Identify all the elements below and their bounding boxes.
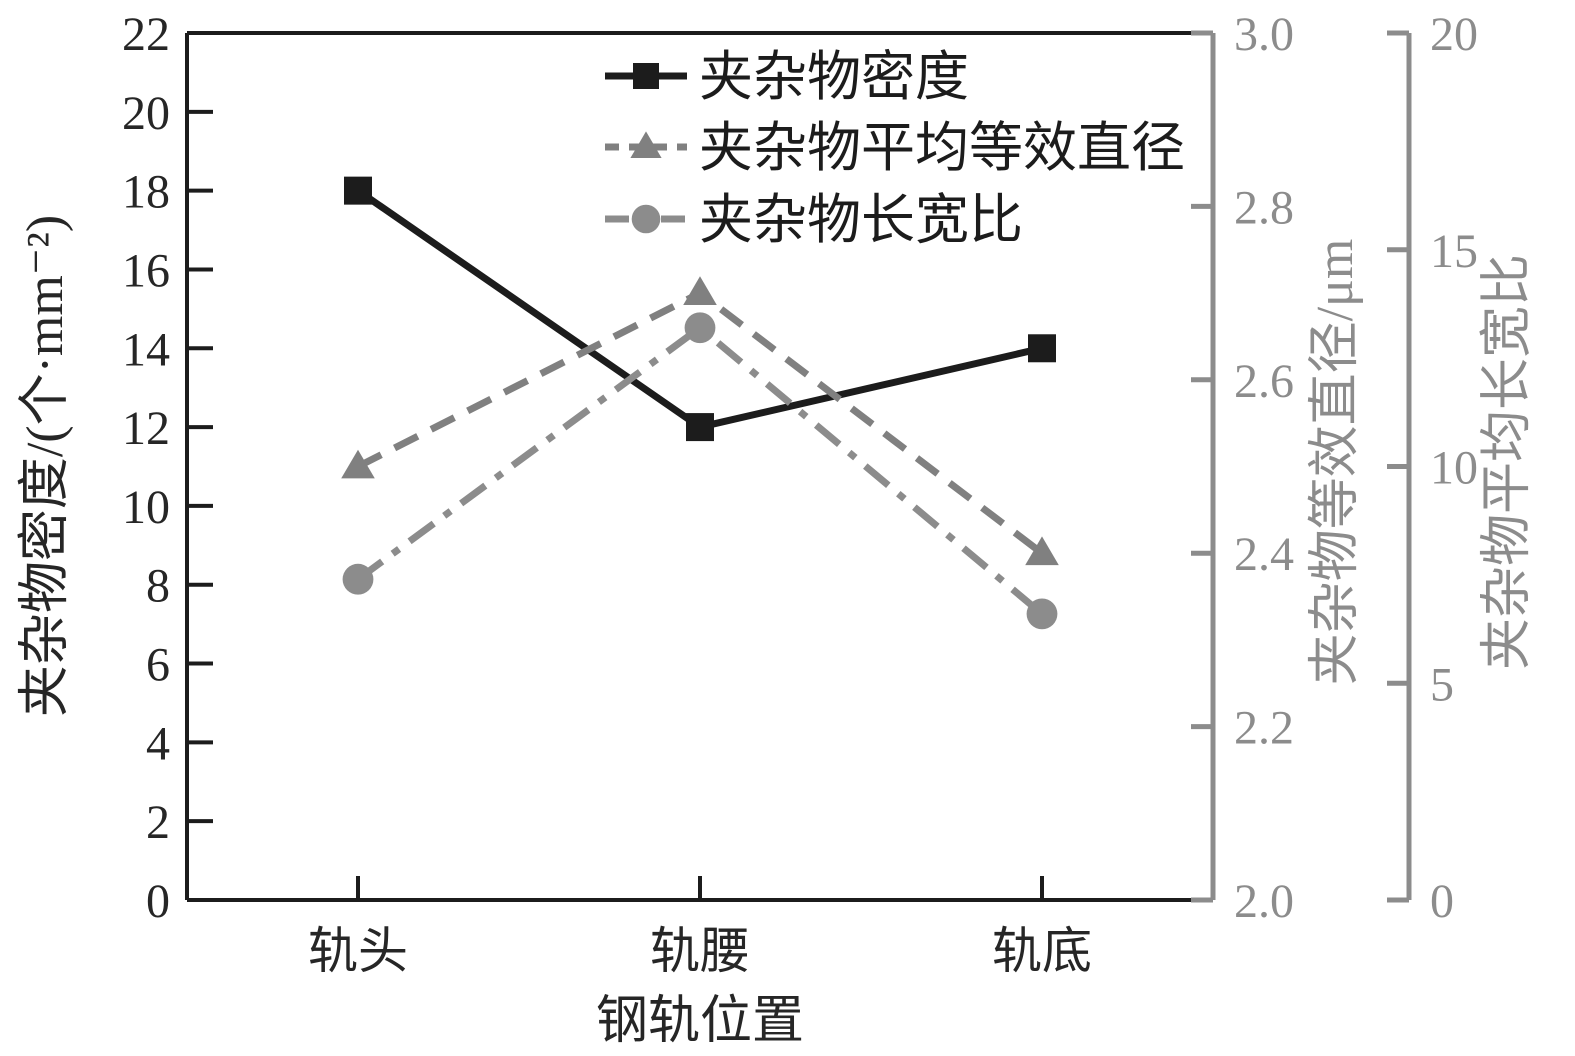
y-axis-right-outer-tick-label: 20 [1430,8,1478,61]
legend-sample-marker-2 [630,131,662,159]
series-line-3 [355,323,1045,617]
y-axis-right-inner-tick-label: 2.0 [1234,875,1294,928]
series-marker-3 [342,563,374,595]
y-axis-left-tick-label: 18 [122,166,170,219]
y-axis-left-tick-label: 12 [122,402,170,455]
y-axis-right-outer-tick-label: 10 [1430,442,1478,495]
y-axis-right-outer-tick-label: 5 [1430,658,1454,711]
series-marker-1 [1028,334,1056,363]
y-axis-left-tick-label: 14 [122,323,170,376]
y-axis-right-inner-tick-label: 2.2 [1234,702,1294,755]
y-axis-left-tick-label: 20 [122,87,170,140]
y-axis-right-inner-tick-label: 2.6 [1234,355,1294,408]
y-axis-right-inner-tick-label: 2.8 [1234,181,1294,234]
x-axis-category-label: 轨头 [308,923,408,979]
y-axis-left-title: 夹杂物密度/(个·mm⁻²) [17,215,74,717]
series-marker-3 [684,312,716,344]
y-axis-right-inner-title: 夹杂物等效直径/μm [1307,239,1364,686]
legend-label-2: 夹杂物平均等效直径 [699,118,1185,178]
series-marker-2 [683,276,717,305]
series-marker-2 [1025,536,1059,566]
y-axis-left-tick-label: 0 [146,875,170,928]
x-axis-category-label: 轨腰 [650,923,750,979]
y-axis-left-tick-label: 6 [146,639,170,692]
legend-sample-marker-1 [633,63,659,89]
y-axis-left-tick-label: 16 [122,244,170,297]
y-axis-right-outer-tick-label: 15 [1430,225,1478,278]
y-axis-left-tick-label: 4 [146,717,170,770]
y-axis-right-inner-tick-label: 3.0 [1234,8,1294,61]
y-axis-left-tick-label: 8 [146,560,170,613]
y-axis-left-tick-label: 2 [146,796,170,849]
series-marker-2 [341,449,375,479]
legend-sample-marker-3 [631,204,661,234]
y-axis-left-tick-label: 22 [122,8,170,61]
series-marker-1 [686,413,714,442]
x-axis-title: 钢轨位置 [596,993,804,1050]
series-marker-1 [344,176,372,205]
legend-label-1: 夹杂物密度 [699,47,969,107]
y-axis-right-outer-title: 夹杂物平均长宽比 [1479,254,1536,670]
y-axis-right-outer-tick-label: 0 [1430,875,1454,928]
y-axis-right-inner-tick-label: 2.4 [1234,528,1294,581]
x-axis-category-label: 轨底 [992,923,1092,979]
legend-label-3: 夹杂物长宽比 [699,190,1023,250]
series-marker-3 [1026,598,1058,630]
y-axis-left-tick-label: 10 [122,481,170,534]
